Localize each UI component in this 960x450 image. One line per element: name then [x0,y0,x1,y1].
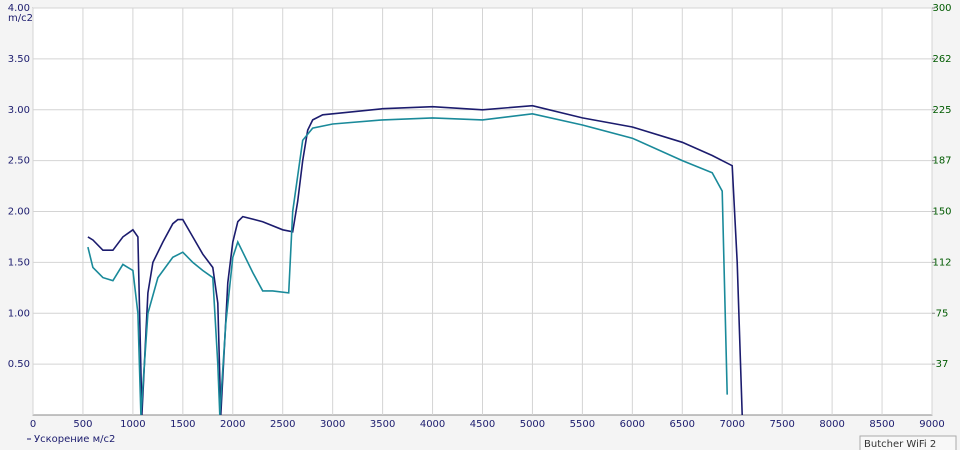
y-tick-label: 0.50 [8,359,30,370]
y-tick-label: 3.50 [8,54,30,65]
y-tick-label: 2.50 [8,156,30,167]
x-tick-label: 2500 [270,419,295,430]
y-tick-label: 4.00 [8,3,30,14]
x-tick-label: 1000 [120,419,145,430]
x-tick-label: 9000 [919,419,944,430]
x-tick-label: 6000 [620,419,645,430]
x-tick-label: 1500 [170,419,195,430]
status-text: Butcher WiFi 2 [864,439,936,450]
y2-tick-label: 150 [932,207,951,218]
legend-label: Ускорение м/с2 [34,434,115,445]
y-tick-label: 2.00 [8,207,30,218]
y2-tick-label: 37 [936,359,949,370]
y-axis-label: m/c2 [8,13,33,24]
x-tick-label: 500 [73,419,92,430]
y2-tick-label: 75 [936,308,949,319]
y2-tick-label: 112 [932,257,951,268]
y2-tick-label: 187 [932,156,951,167]
x-tick-label: 8000 [819,419,844,430]
y2-tick-label: 262 [932,54,951,65]
x-tick-label: 5500 [570,419,595,430]
x-tick-label: 5000 [520,419,545,430]
x-tick-label: 2000 [220,419,245,430]
x-tick-label: 7000 [719,419,744,430]
y-tick-label: 1.50 [8,257,30,268]
x-tick-label: 0 [30,419,36,430]
y2-tick-label: 300 [932,3,951,14]
x-tick-label: 7500 [769,419,794,430]
x-tick-label: 3000 [320,419,345,430]
x-tick-label: 8500 [869,419,894,430]
x-tick-label: 3500 [370,419,395,430]
data-line [87,104,743,416]
x-tick-label: 4000 [420,419,445,430]
y-tick-label: 3.00 [8,105,30,116]
status-box [859,435,957,450]
y-tick-label: 1.00 [8,308,30,319]
x-tick-label: 6500 [670,419,695,430]
x-tick-label: 4500 [470,419,495,430]
y2-tick-label: 225 [932,105,951,116]
data-line [87,112,728,416]
